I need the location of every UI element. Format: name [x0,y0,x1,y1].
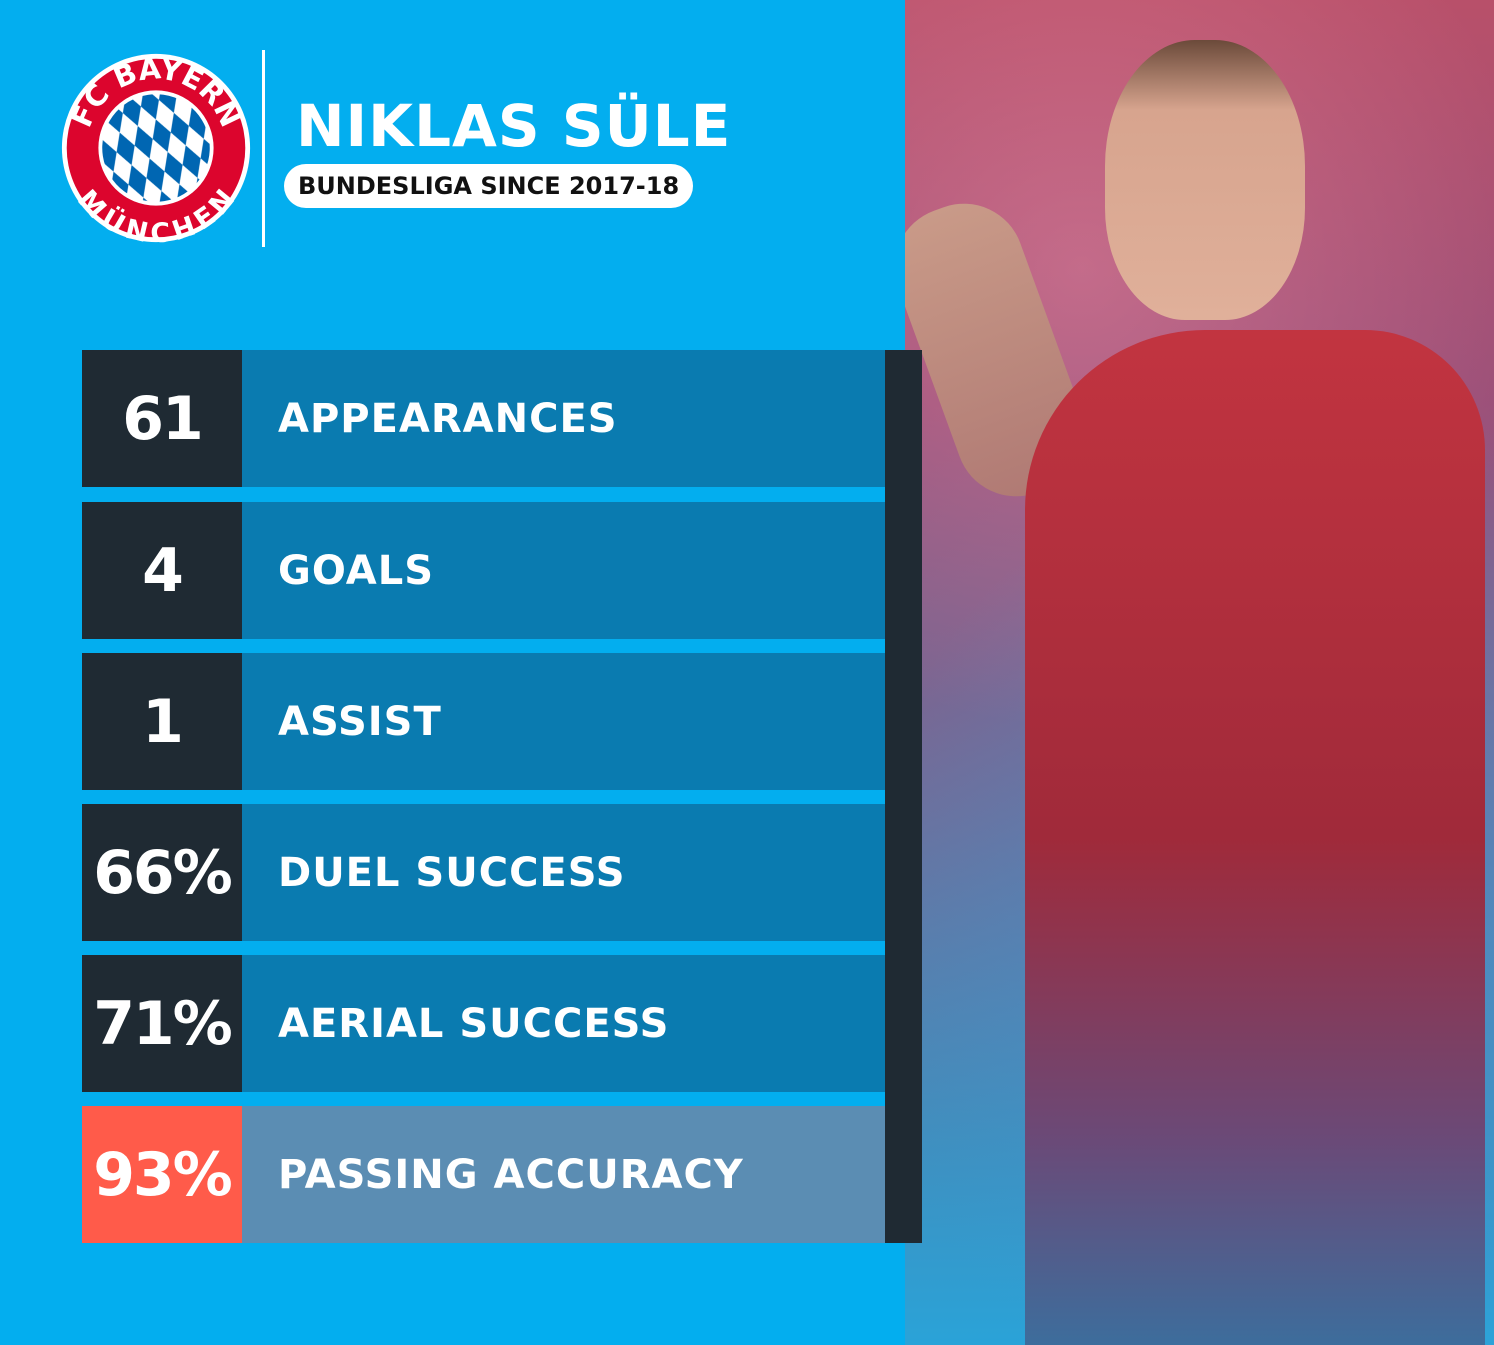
stat-row-highlighted: 93% PASSING ACCURACY [82,1106,885,1243]
subtitle-text: BUNDESLIGA SINCE 2017-18 [298,172,680,200]
stat-row: 71% AERIAL SUCCESS [82,955,885,1092]
header-divider [262,50,265,247]
player-photo [905,0,1494,1345]
stat-value: 93% [82,1106,242,1243]
stat-label: GOALS [242,502,885,639]
stat-label: ASSIST [242,653,885,790]
stat-label: AERIAL SUCCESS [242,955,885,1092]
stat-label: APPEARANCES [242,350,885,487]
fc-bayern-logo: FC BAYERN MÜNCHEN [61,52,251,244]
player-head [1105,40,1305,320]
stat-row: 61 APPEARANCES [82,350,885,487]
stat-value: 66% [82,804,242,941]
stat-label: DUEL SUCCESS [242,804,885,941]
stats-side-bar [885,350,922,1243]
stat-row: 4 GOALS [82,502,885,639]
player-jersey [1025,330,1485,1345]
stat-row: 1 ASSIST [82,653,885,790]
stat-value: 4 [82,502,242,639]
subtitle-badge: BUNDESLIGA SINCE 2017-18 [284,164,694,208]
stat-value: 1 [82,653,242,790]
player-name: NIKLAS SÜLE [296,92,732,160]
stat-value: 71% [82,955,242,1092]
stat-label: PASSING ACCURACY [242,1106,885,1243]
stat-row: 66% DUEL SUCCESS [82,804,885,941]
stat-value: 61 [82,350,242,487]
